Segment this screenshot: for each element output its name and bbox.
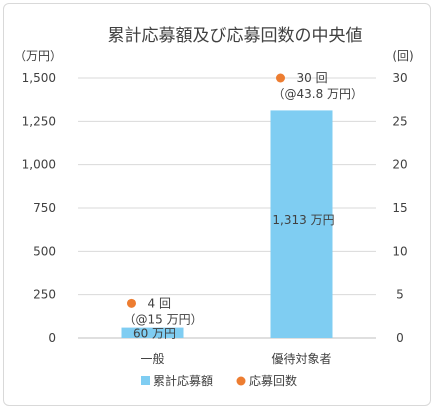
legend-label: 応募回数 — [249, 373, 297, 388]
bar-series: 60 万円 1,313 万円 — [121, 110, 335, 341]
category-label: 一般 — [140, 351, 164, 366]
left-tick-label: 1,000 — [22, 158, 56, 172]
point-sub-label: （@43.8 万円） — [273, 87, 364, 101]
bar-data-label: 60 万円 — [133, 327, 176, 341]
scatter-point — [276, 73, 285, 83]
legend-swatch-point — [236, 376, 246, 386]
right-tick-label: 25 — [392, 114, 407, 128]
right-tick-label: 10 — [392, 244, 407, 258]
point-sub-label: （@15 万円） — [124, 312, 203, 326]
right-axis-unit: (回) — [392, 49, 413, 63]
right-tick-label: 15 — [392, 201, 407, 215]
left-tick-label: 1,250 — [22, 114, 56, 128]
left-tick-label: 0 — [48, 331, 56, 345]
left-axis-unit: （万円） — [14, 49, 62, 63]
left-axis-ticks: 0 250 500 750 1,000 1,250 1,500 — [22, 71, 56, 345]
chart-title: 累計応募額及び応募回数の中央値 — [108, 26, 363, 46]
right-tick-label: 0 — [396, 331, 404, 345]
bar — [270, 110, 333, 338]
left-tick-label: 750 — [33, 201, 56, 215]
legend-swatch-bar — [141, 376, 150, 385]
x-axis-ticks: 一般 優待対象者 — [140, 351, 331, 366]
legend-label: 累計応募額 — [153, 373, 213, 388]
right-tick-label: 5 — [396, 288, 404, 302]
left-tick-label: 1,500 — [22, 71, 56, 85]
right-axis-ticks: 0 5 10 15 20 25 30 — [392, 71, 407, 345]
point-data-label: 30 回 — [297, 71, 328, 85]
legend: 累計応募額 応募回数 — [141, 373, 297, 388]
scatter-point — [127, 298, 136, 308]
left-tick-label: 250 — [33, 288, 56, 302]
chart-frame — [3, 3, 431, 406]
bar — [121, 327, 184, 338]
bar-data-label: 1,313 万円 — [272, 213, 334, 227]
left-tick-label: 500 — [33, 244, 56, 258]
right-tick-label: 20 — [392, 158, 407, 172]
category-label: 優待対象者 — [271, 352, 331, 366]
scatter-series: 4 回 （@15 万円） 30 回 （@43.8 万円） — [124, 71, 364, 326]
right-tick-label: 30 — [392, 71, 407, 85]
point-data-label: 4 回 — [148, 296, 171, 310]
